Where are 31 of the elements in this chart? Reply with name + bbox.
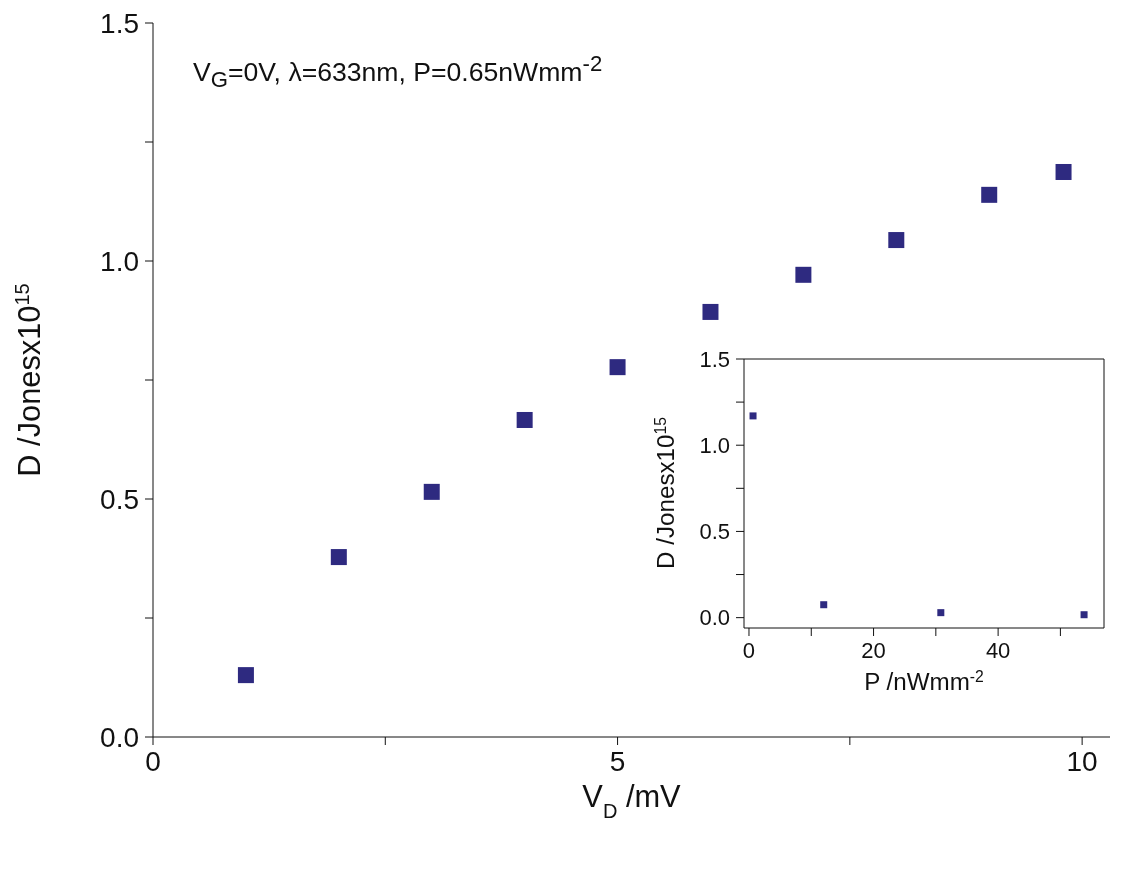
point <box>423 483 440 500</box>
x-axis-title: P /nWmm$^{-2}$ <box>864 667 984 695</box>
point <box>330 549 347 566</box>
y-tick-label: 0.5 <box>100 483 139 515</box>
point <box>981 186 998 203</box>
annotation: V$_{G}$=0V, λ=633nm, P=0.65nWmm$^{-2}$ <box>193 51 603 94</box>
point <box>702 303 719 320</box>
x-axis-title: V$_{D}$ /mV <box>582 779 682 822</box>
y-tick-label: 0.0 <box>699 605 730 631</box>
point <box>820 601 828 609</box>
x-tick-label: 0 <box>145 745 161 777</box>
x-tick-label: 40 <box>985 637 1011 663</box>
point <box>888 232 905 249</box>
y-tick-label: 0.5 <box>699 519 730 545</box>
y-tick-label: 0.0 <box>100 721 139 753</box>
y-tick-label: 1.5 <box>100 7 139 39</box>
point <box>795 266 812 283</box>
x-tick-label: 5 <box>609 745 626 777</box>
point <box>937 609 945 617</box>
point <box>749 412 757 420</box>
x-tick-label: 0 <box>742 637 756 663</box>
x-tick-label: 20 <box>861 637 886 663</box>
point <box>609 359 626 376</box>
point <box>1080 611 1088 619</box>
point <box>237 667 254 684</box>
y-tick-label: 1.0 <box>100 245 139 277</box>
y-tick-label: 1.5 <box>699 346 730 372</box>
point <box>1055 163 1072 180</box>
y-tick-label: 1.0 <box>699 433 730 459</box>
point <box>516 411 533 428</box>
x-tick-label: 10 <box>1066 745 1098 777</box>
